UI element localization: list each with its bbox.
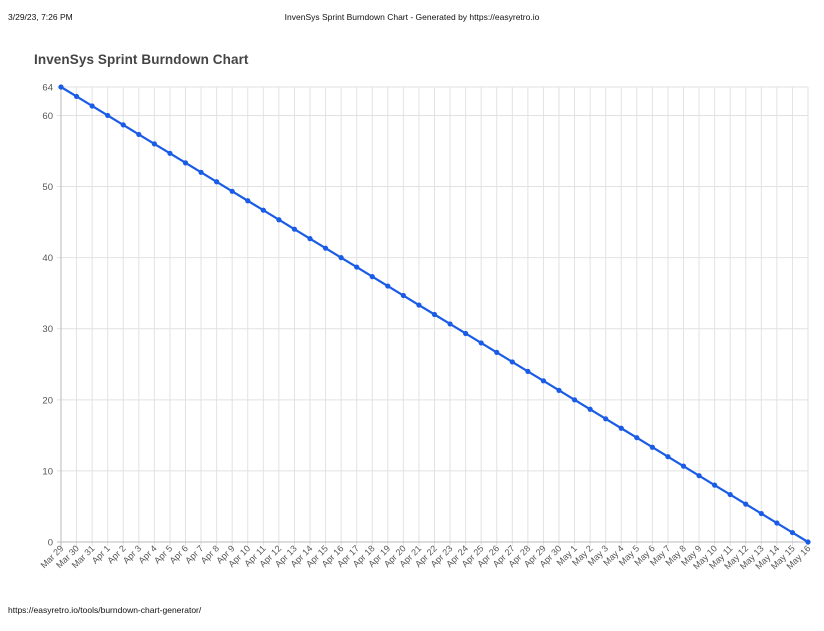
data-point: [276, 217, 282, 223]
data-point: [136, 131, 142, 138]
data-point: [447, 321, 453, 327]
data-point: [322, 245, 329, 251]
data-point: [556, 387, 562, 393]
data-point: [805, 539, 811, 545]
print-page-title: InvenSys Sprint Burndown Chart - Generat…: [284, 12, 540, 22]
data-point: [182, 160, 189, 166]
data-point: [571, 397, 578, 403]
y-tick-labels: 0 10 20 30 40 50 60 64: [42, 83, 53, 549]
data-point: [696, 473, 702, 479]
data-point: [540, 378, 547, 384]
data-point: [634, 435, 640, 441]
data-point: [789, 529, 796, 536]
data-point: [369, 274, 375, 280]
data-point: [58, 84, 64, 90]
data-point: [89, 103, 95, 109]
y-tick-label: 30: [42, 324, 53, 335]
data-point: [774, 520, 780, 526]
data-point: [338, 255, 344, 261]
y-tick-label: 40: [42, 253, 53, 264]
data-point: [509, 359, 515, 365]
chart-title: InvenSys Sprint Burndown Chart: [34, 52, 249, 67]
y-tick-label: 50: [42, 182, 53, 193]
print-header: 3/29/23, 7:26 PM InvenSys Sprint Burndow…: [0, 12, 824, 26]
data-point: [307, 236, 313, 242]
data-point: [385, 283, 391, 289]
data-point: [525, 368, 531, 374]
data-point: [151, 141, 157, 147]
data-point: [120, 122, 126, 128]
y-tick-label: 60: [42, 111, 53, 122]
data-point: [260, 207, 266, 213]
y-tick-label: 20: [42, 395, 53, 406]
data-point: [478, 340, 484, 346]
data-point: [291, 226, 298, 232]
data-point: [649, 444, 655, 450]
data-point: [727, 491, 733, 498]
print-date: 3/29/23, 7:26 PM: [8, 12, 73, 22]
data-point: [743, 501, 749, 507]
y-tick-label: 10: [42, 466, 53, 477]
data-point: [198, 169, 204, 175]
y-tick-label: 64: [42, 83, 53, 94]
data-point: [680, 463, 687, 469]
print-footer-url: https://easyretro.io/tools/burndown-char…: [8, 605, 202, 615]
data-point: [618, 425, 624, 431]
data-point: [416, 302, 422, 308]
data-point: [758, 510, 764, 517]
data-point: [587, 406, 593, 412]
data-point: [431, 311, 438, 318]
data-point: [400, 292, 406, 299]
data-point: [463, 330, 469, 337]
data-point: [229, 188, 235, 194]
data-point: [245, 198, 251, 204]
data-point: [665, 454, 671, 460]
data-point: [603, 416, 609, 422]
data-point: [214, 179, 220, 185]
grid-layer: [57, 86, 809, 546]
series-layer: [58, 84, 811, 545]
y-tick-label: 0: [48, 538, 53, 549]
data-point: [167, 150, 173, 156]
data-point: [105, 112, 111, 119]
data-point: [494, 349, 500, 355]
data-point: [73, 93, 80, 100]
data-point: [354, 264, 360, 270]
data-point: [712, 482, 718, 488]
